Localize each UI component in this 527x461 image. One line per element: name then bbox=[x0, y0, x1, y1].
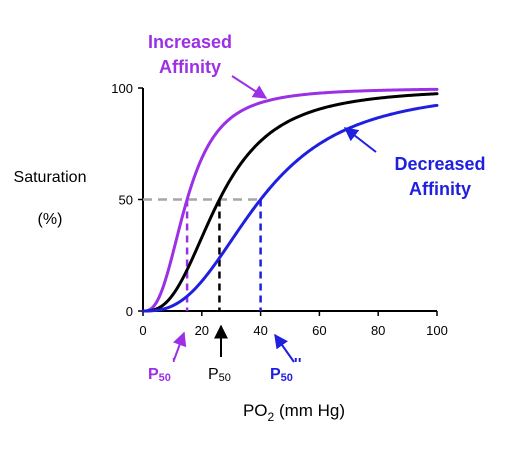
p50-double-prime-arrow bbox=[274, 333, 295, 363]
y-tick-label: 0 bbox=[126, 304, 133, 319]
curve-0 bbox=[141, 87, 439, 313]
p50-prime-arrow bbox=[173, 331, 187, 361]
curve-2 bbox=[141, 103, 439, 313]
y-tick-label: 50 bbox=[119, 193, 133, 208]
increased-affinity-annotation: Increased Affinity bbox=[148, 32, 268, 99]
axis-ticks: 0 20 40 60 80 100 0 50 100 bbox=[111, 81, 448, 338]
decreased-affinity-line1: Decreased bbox=[394, 154, 485, 174]
x-tick-label: 20 bbox=[195, 323, 209, 338]
increased-affinity-arrow bbox=[231, 75, 268, 99]
x-tick-label: 80 bbox=[371, 323, 385, 338]
y-axis-label-line1: Saturation bbox=[14, 169, 87, 186]
increased-affinity-line1: Increased bbox=[148, 32, 232, 52]
x-tick-label: 60 bbox=[312, 323, 326, 338]
x-axis-label: PO2 (mm Hg) bbox=[243, 401, 345, 424]
increased-affinity-line2: Affinity bbox=[159, 57, 221, 77]
p50-double-prime-label: P50'' bbox=[270, 356, 302, 384]
x-tick-label: 40 bbox=[253, 323, 267, 338]
p50-label: P50 bbox=[208, 366, 231, 384]
y-tick-label: 100 bbox=[111, 81, 133, 96]
decreased-affinity-annotation: Decreased Affinity bbox=[343, 127, 486, 199]
curve-1 bbox=[141, 92, 439, 313]
x-tick-label: 0 bbox=[139, 323, 146, 338]
x-tick-label: 100 bbox=[426, 323, 448, 338]
p50-prime-label: P50' bbox=[148, 356, 176, 384]
curves bbox=[141, 87, 439, 313]
p50-guides bbox=[143, 198, 262, 311]
y-axis-label-line2: (%) bbox=[38, 211, 63, 228]
decreased-affinity-arrow bbox=[343, 127, 377, 153]
decreased-affinity-line2: Affinity bbox=[409, 179, 471, 199]
